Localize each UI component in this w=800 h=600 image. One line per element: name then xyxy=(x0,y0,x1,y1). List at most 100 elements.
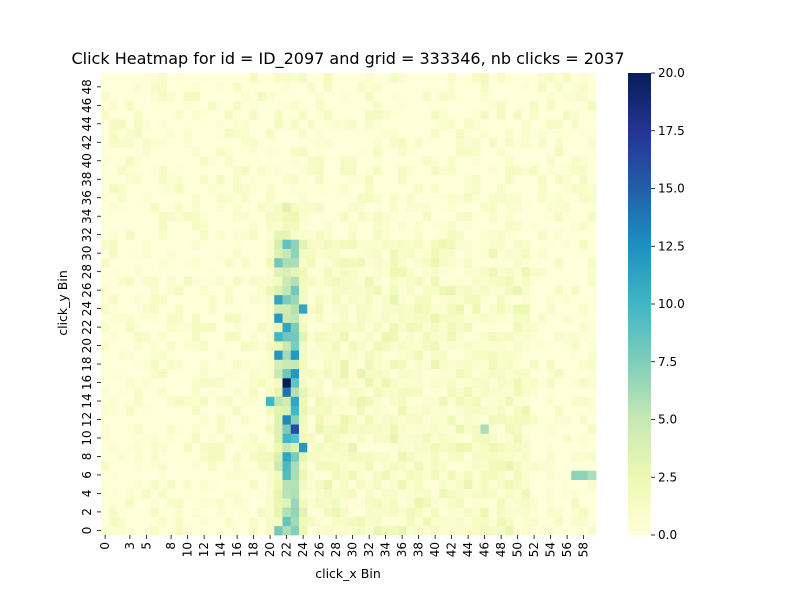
heatmap-cell xyxy=(513,248,523,259)
heatmap-cell xyxy=(266,488,275,499)
heatmap-cell xyxy=(497,211,506,222)
heatmap-cell xyxy=(563,109,572,120)
heatmap-cell xyxy=(175,276,184,286)
heatmap-cell xyxy=(332,119,341,129)
heatmap-cell xyxy=(274,322,283,333)
heatmap-cell xyxy=(323,257,333,268)
heatmap-cell xyxy=(505,239,514,249)
heatmap-cell xyxy=(125,340,135,351)
heatmap-cell xyxy=(315,211,325,222)
heatmap-cell xyxy=(488,414,498,425)
heatmap-cell xyxy=(299,304,308,314)
heatmap-cell xyxy=(587,211,597,222)
heatmap-cell xyxy=(332,461,341,471)
heatmap-cell xyxy=(340,137,349,148)
heatmap-cell xyxy=(266,193,275,203)
heatmap-cell xyxy=(200,285,209,296)
heatmap-cell xyxy=(158,405,168,416)
heatmap-cell xyxy=(373,202,382,212)
y-tick-label: 16 xyxy=(80,375,94,390)
heatmap-cell xyxy=(101,507,110,517)
heatmap-cell xyxy=(356,525,366,536)
heatmap-cell xyxy=(356,183,366,194)
heatmap-cell xyxy=(340,267,349,277)
heatmap-cell xyxy=(249,368,259,379)
heatmap-cell xyxy=(455,414,465,425)
heatmap-cell xyxy=(109,239,118,249)
y-tick-label: 36 xyxy=(80,190,94,205)
heatmap-cell xyxy=(480,461,490,471)
heatmap-cell xyxy=(125,294,135,305)
heatmap-cell xyxy=(323,304,333,314)
heatmap-cell xyxy=(455,119,465,129)
heatmap-cell xyxy=(571,322,580,333)
heatmap-cell xyxy=(381,100,391,111)
heatmap-cell xyxy=(554,377,564,388)
heatmap-cell xyxy=(101,304,110,314)
heatmap-cell xyxy=(241,100,250,111)
heatmap-cell xyxy=(497,442,506,453)
heatmap-cell xyxy=(183,100,193,111)
heatmap-cell xyxy=(282,193,292,203)
heatmap-cell xyxy=(200,211,209,222)
heatmap-cell xyxy=(249,100,259,111)
heatmap-cell xyxy=(406,516,415,527)
heatmap-cell xyxy=(406,304,415,314)
heatmap-cell xyxy=(497,433,506,443)
heatmap-cell xyxy=(365,433,374,443)
heatmap-cell xyxy=(150,405,160,416)
heatmap-cell xyxy=(257,109,267,120)
heatmap-cell xyxy=(587,322,597,333)
heatmap-cell xyxy=(381,211,391,222)
heatmap-cell xyxy=(101,405,110,416)
heatmap-cell xyxy=(282,119,292,129)
heatmap-cell xyxy=(488,183,498,194)
heatmap-cell xyxy=(241,340,250,351)
heatmap-cell xyxy=(117,109,127,120)
heatmap-cell xyxy=(332,174,341,185)
heatmap-cell xyxy=(323,442,333,453)
heatmap-cell xyxy=(414,137,424,148)
heatmap-cell xyxy=(406,230,415,240)
heatmap-cell xyxy=(365,304,374,314)
heatmap-cell xyxy=(563,220,572,231)
heatmap-cell xyxy=(373,331,382,342)
heatmap-cell xyxy=(538,405,547,416)
heatmap-cell xyxy=(290,285,300,296)
heatmap-cell xyxy=(150,248,160,259)
heatmap-cell xyxy=(381,359,391,370)
heatmap-cell xyxy=(538,313,547,323)
heatmap-cell xyxy=(348,239,358,249)
heatmap-cell xyxy=(109,183,118,194)
heatmap-cell xyxy=(521,525,531,536)
heatmap-cell xyxy=(365,193,374,203)
heatmap-cell xyxy=(175,405,184,416)
heatmap-cell xyxy=(365,516,374,527)
heatmap-cell xyxy=(224,211,234,222)
heatmap-cell xyxy=(472,322,481,333)
heatmap-cell xyxy=(249,193,259,203)
heatmap-cell xyxy=(505,119,514,129)
y-tick-label: 26 xyxy=(80,282,94,297)
heatmap-cell xyxy=(249,488,259,499)
heatmap-cell xyxy=(579,340,589,351)
heatmap-cell xyxy=(175,165,184,176)
heatmap-cell xyxy=(488,359,498,370)
heatmap-cell xyxy=(266,267,275,277)
heatmap-cell xyxy=(381,340,391,351)
heatmap-cell xyxy=(134,479,143,490)
heatmap-cell xyxy=(579,230,589,240)
heatmap-cell xyxy=(109,461,118,471)
heatmap-cell xyxy=(150,516,160,527)
heatmap-cell xyxy=(101,91,110,102)
heatmap-cell xyxy=(299,109,308,120)
heatmap-cell xyxy=(200,479,209,490)
heatmap-cell xyxy=(150,322,160,333)
heatmap-cell xyxy=(167,285,176,296)
heatmap-cell xyxy=(554,165,564,176)
heatmap-cell xyxy=(521,331,531,342)
heatmap-cell xyxy=(439,128,448,139)
heatmap-cell xyxy=(389,119,399,129)
heatmap-cell xyxy=(431,368,440,379)
heatmap-cell xyxy=(332,137,341,148)
